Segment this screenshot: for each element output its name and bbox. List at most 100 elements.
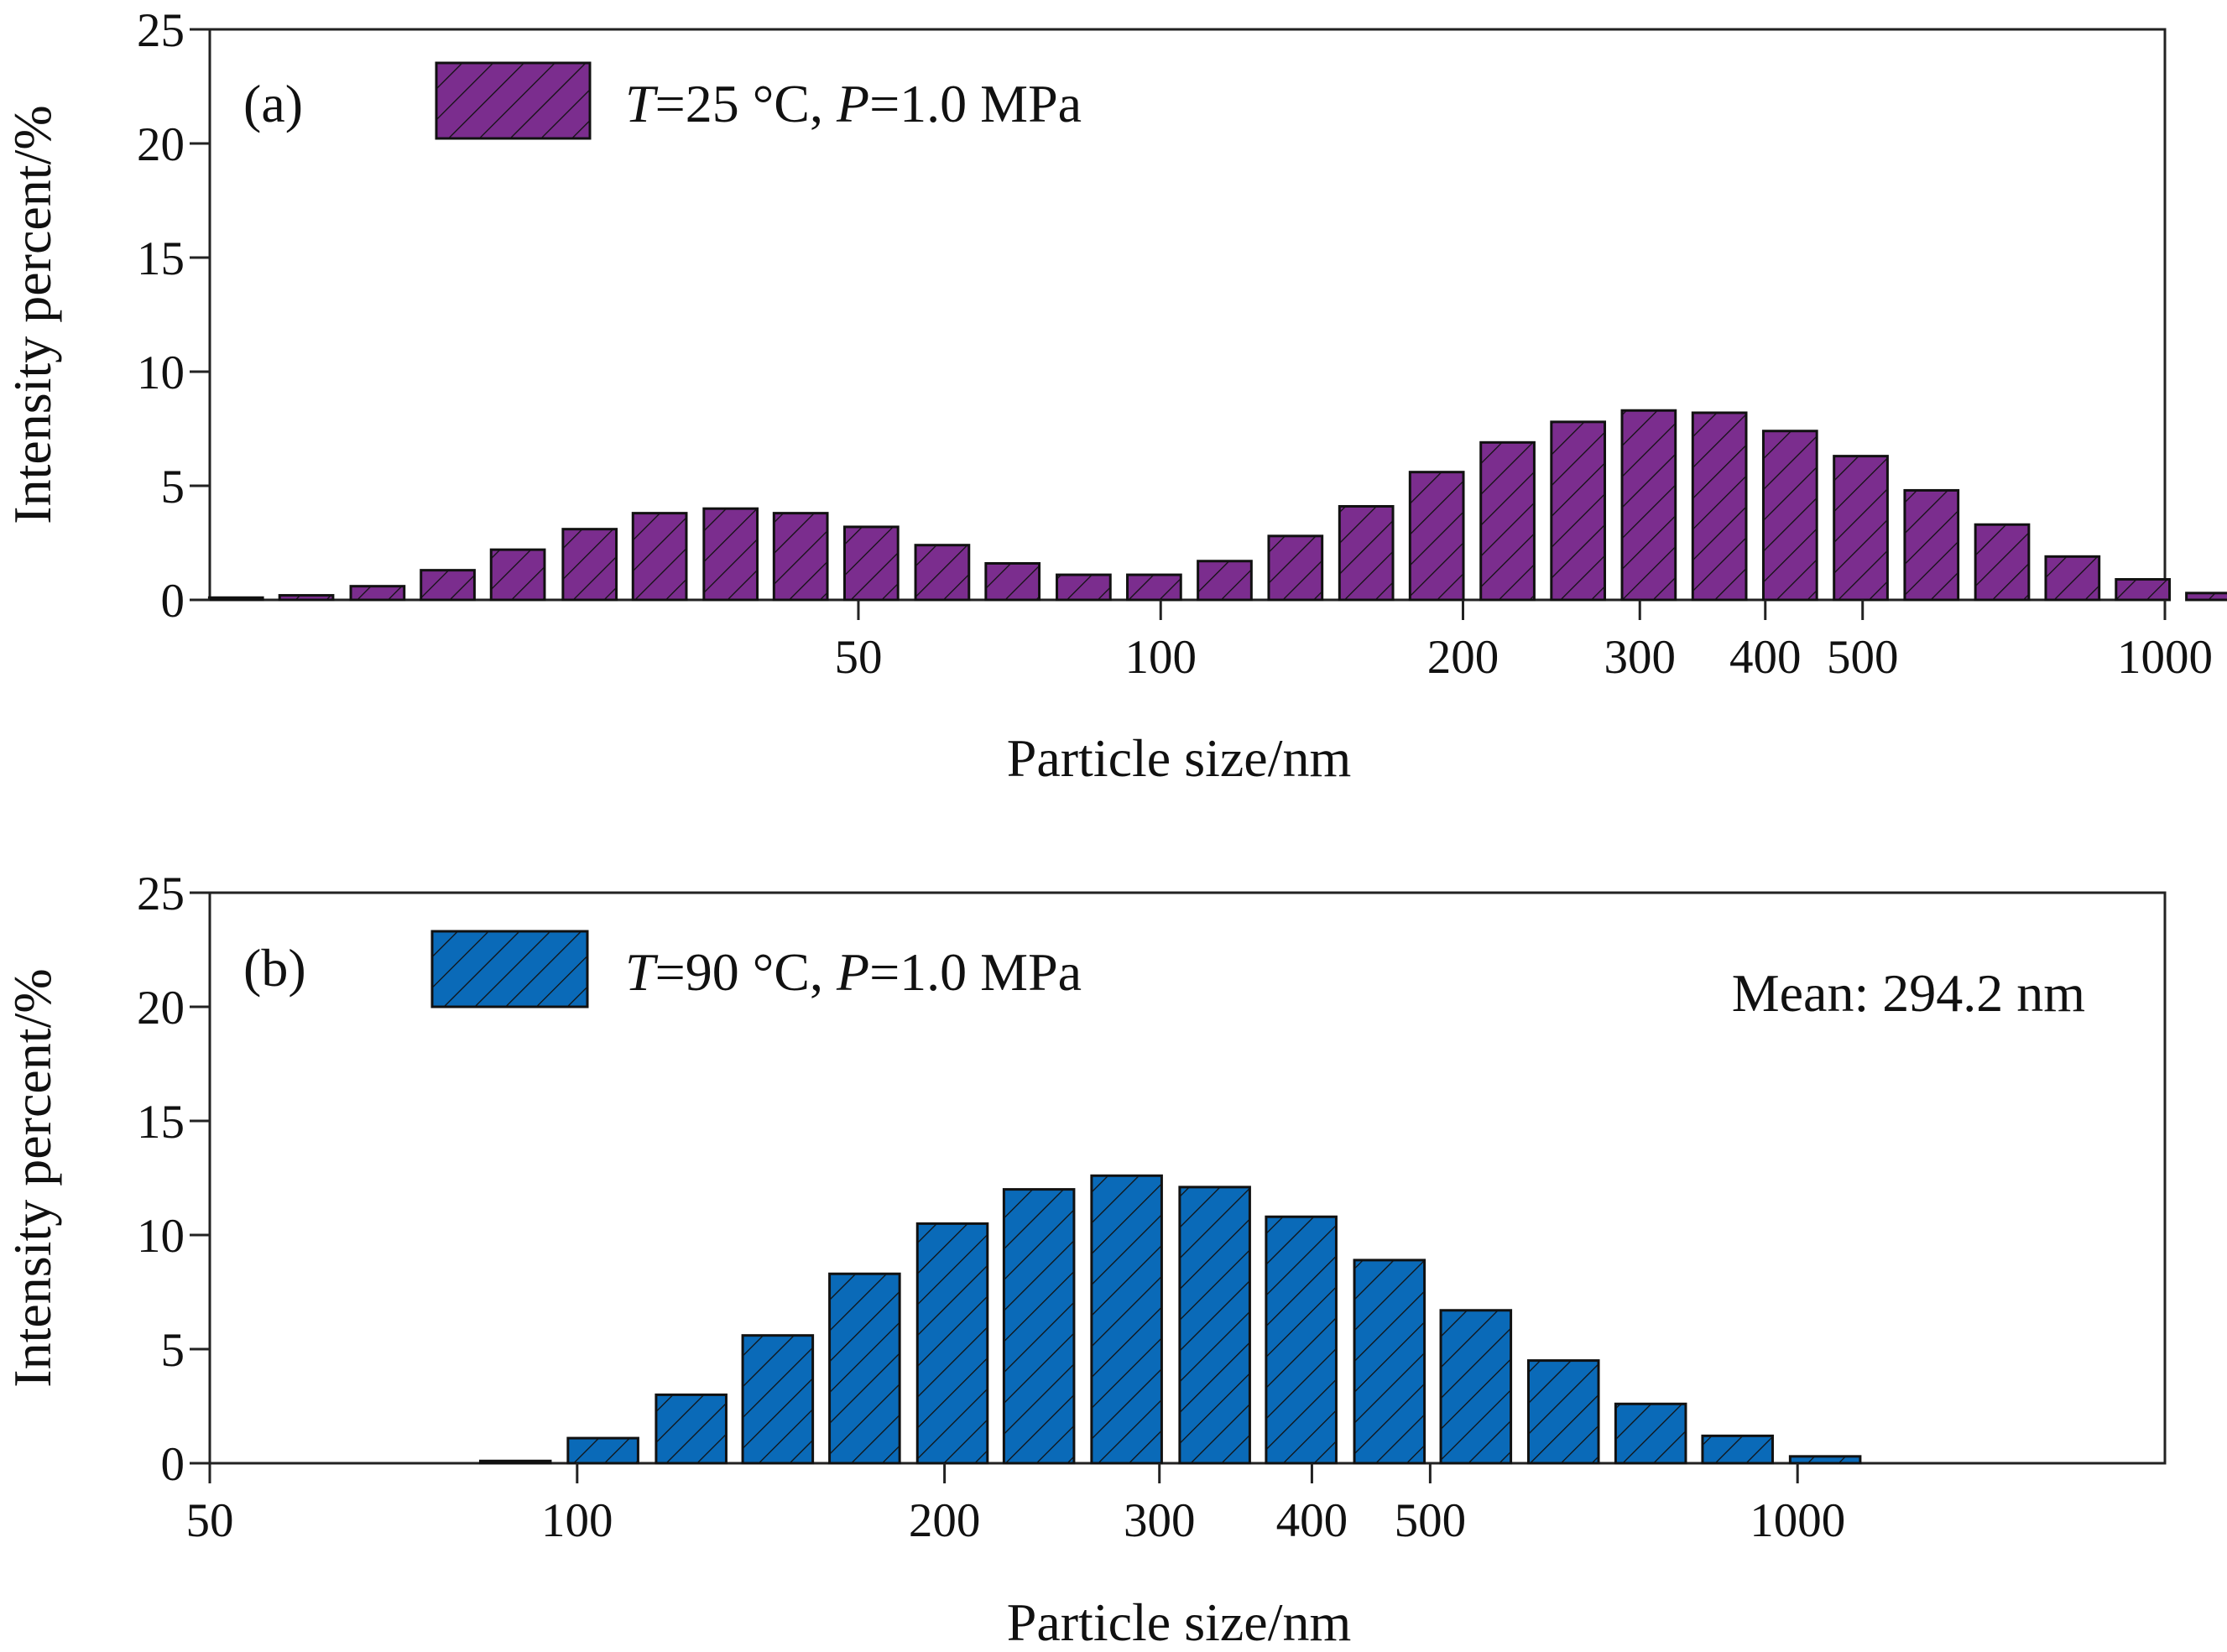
y-tick-label-b-2: 10: [137, 1210, 185, 1263]
bar-hatch-b-6: [1002, 1188, 1076, 1465]
bar-hatch-a-5: [561, 528, 618, 602]
bar-hatch-a-6: [631, 512, 688, 602]
bar-hatch-a-26: [2044, 555, 2101, 602]
mean-annotation-b: Mean: 294.2 nm: [1732, 963, 2085, 1023]
y-tick-label-b-1: 5: [161, 1324, 185, 1377]
y-ticks-b: 0 5 10 15 20 25: [137, 868, 210, 1491]
bar-hatch-a-16: [1338, 504, 1395, 602]
y-tick-label-a-2: 10: [137, 347, 185, 399]
bar-hatch-a-14: [1197, 560, 1253, 602]
y-tick-label-b-4: 20: [137, 982, 185, 1034]
bar-hatch-a-10: [914, 544, 971, 602]
y-tick-label-b-3: 15: [137, 1096, 185, 1149]
y-tick-label-a-0: 0: [161, 575, 185, 628]
bar-hatch-b-8: [1178, 1186, 1251, 1465]
bar-hatch-b-0: [478, 1459, 552, 1465]
bar-hatch-a-17: [1408, 471, 1465, 602]
legend-text-a: T=25 °C, P=1.0 MPa: [625, 74, 1082, 133]
x-tick-label-b-0: 50: [186, 1494, 234, 1547]
x-tick-label-b-3: 300: [1124, 1494, 1196, 1547]
panel-label-b: (b): [243, 938, 306, 998]
y-tick-label-a-1: 5: [161, 461, 185, 513]
x-tick-label-b-5: 500: [1395, 1494, 1467, 1547]
bar-hatch-b-1: [566, 1436, 639, 1465]
bar-hatch-b-11: [1439, 1309, 1513, 1465]
legend-b: T=90 °C, P=1.0 MPa: [430, 930, 1082, 1008]
x-tick-label-a-4: 400: [1729, 631, 1802, 684]
bar-hatch-a-19: [1550, 420, 1607, 602]
bar-hatch-a-18: [1479, 440, 1536, 602]
legend-p-symbol-b: P: [836, 942, 869, 1002]
bar-hatch-a-9: [842, 525, 900, 602]
bar-hatch-a-25: [1974, 523, 2031, 602]
bar-hatch-b-3: [741, 1334, 815, 1465]
legend-p-value-b: =1.0 MPa: [869, 942, 1082, 1002]
bar-hatch-a-28: [2185, 591, 2227, 602]
bar-hatch-a-21: [1691, 411, 1748, 602]
bar-hatch-b-10: [1353, 1259, 1426, 1465]
y-tick-label-a-5: 25: [137, 4, 185, 57]
legend-text-b: T=90 °C, P=1.0 MPa: [625, 942, 1082, 1002]
x-tick-label-b-4: 400: [1276, 1494, 1348, 1547]
bar-hatch-a-12: [1056, 573, 1112, 602]
legend-p-symbol-a: P: [836, 74, 869, 133]
legend-t-value-b: =90 °C,: [655, 942, 837, 1002]
x-ticks-a: 50 100 200 300 400 500 1000: [834, 600, 2213, 684]
y-tick-label-a-4: 20: [137, 118, 185, 171]
bar-hatch-b-7: [1090, 1174, 1163, 1465]
bar-hatch-a-23: [1833, 455, 1889, 602]
y-tick-label-b-0: 0: [161, 1438, 185, 1491]
x-tick-label-a-6: 1000: [2117, 631, 2213, 684]
x-tick-label-b-2: 200: [909, 1494, 981, 1547]
x-tick-label-a-0: 50: [834, 631, 882, 684]
y-ticks-a: 0 5 10 15 20 25: [137, 4, 210, 628]
bar-hatch-a-1: [278, 594, 335, 602]
bar-hatch-b-13: [1614, 1402, 1687, 1465]
bar-hatch-a-15: [1267, 534, 1324, 602]
bar-hatch-a-27: [2115, 578, 2171, 602]
bar-hatch-b-12: [1526, 1359, 1600, 1465]
bar-hatch-b-9: [1265, 1215, 1338, 1465]
x-ticks-b: 50 100 200 300 400 500 1000: [186, 1463, 1845, 1547]
bar-hatch-a-0: [207, 596, 264, 602]
bar-hatch-a-4: [489, 548, 546, 602]
y-tick-label-a-3: 15: [137, 232, 185, 285]
bar-hatch-b-14: [1701, 1434, 1774, 1465]
bar-hatch-b-2: [655, 1393, 728, 1465]
bar-hatch-a-22: [1761, 430, 1818, 602]
legend-t-symbol-a: T: [625, 74, 659, 133]
x-tick-label-b-1: 100: [541, 1494, 613, 1547]
legend-swatch-hatch-b: [430, 930, 589, 1008]
bar-hatch-a-24: [1903, 488, 1960, 602]
bars-b: [478, 1174, 1862, 1465]
panel-label-a: (a): [243, 74, 303, 133]
plot-frame-a: [208, 28, 2167, 602]
legend-swatch-hatch-a: [435, 61, 592, 140]
legend-t-symbol-b: T: [625, 942, 659, 1002]
y-axis-label-a: Intensity percent/%: [3, 105, 62, 524]
x-axis-label-b: Particle size/nm: [1007, 1592, 1352, 1652]
legend-a: T=25 °C, P=1.0 MPa: [435, 61, 1082, 140]
legend-t-value-a: =25 °C,: [655, 74, 837, 133]
bar-hatch-b-4: [828, 1272, 901, 1465]
bar-hatch-a-3: [420, 569, 476, 602]
y-tick-label-b-5: 25: [137, 868, 185, 920]
y-axis-label-b: Intensity percent/%: [3, 968, 62, 1387]
chart-panel-a: 0 5 10 15 20 25 50 100 200 300 400 500 1000 (a) T=2…: [3, 4, 2227, 788]
x-axis-label-a: Particle size/nm: [1007, 728, 1352, 788]
chart-panel-b: 0 5 10 15 20 25 50 100 200 300 400 500 1000 (b) T=9…: [3, 868, 2167, 1652]
bar-hatch-b-5: [915, 1222, 989, 1465]
x-tick-label-a-1: 100: [1124, 631, 1197, 684]
bar-hatch-a-20: [1620, 409, 1677, 602]
x-tick-label-a-2: 200: [1427, 631, 1499, 684]
bar-hatch-b-15: [1788, 1455, 1862, 1465]
x-tick-label-a-3: 300: [1604, 631, 1676, 684]
x-tick-label-a-5: 500: [1827, 631, 1899, 684]
bar-hatch-a-8: [772, 512, 829, 602]
bar-hatch-a-13: [1126, 573, 1182, 602]
bar-hatch-a-2: [349, 585, 406, 602]
bar-hatch-a-7: [702, 507, 759, 602]
bar-hatch-a-11: [984, 561, 1041, 602]
legend-p-value-a: =1.0 MPa: [869, 74, 1082, 133]
